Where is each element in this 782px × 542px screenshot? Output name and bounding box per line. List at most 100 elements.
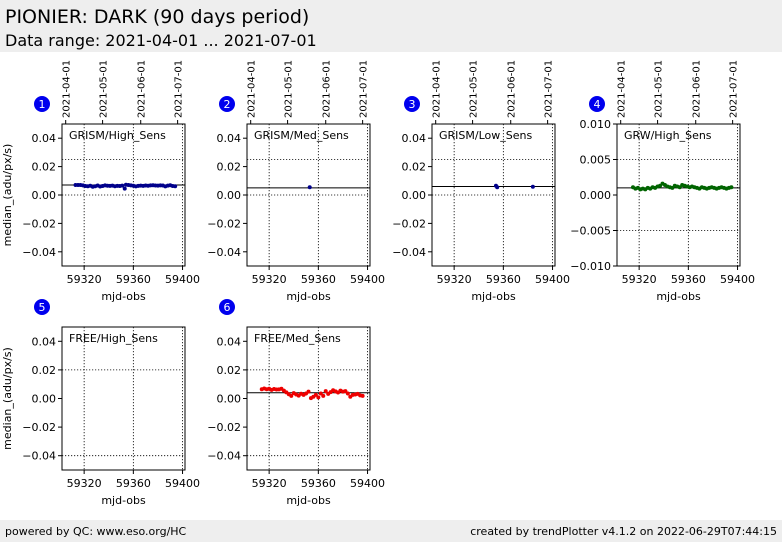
x-tick-label: 59320 (67, 273, 102, 286)
panel-title: GRISM/Low_Sens (439, 129, 532, 142)
data-point (289, 393, 294, 398)
y-tick-label: 0.02 (32, 161, 57, 174)
y-tick-label: 0.04 (32, 335, 57, 348)
panel-badge (34, 96, 50, 112)
date-tick-label: 2021-06-01 (507, 60, 518, 118)
y-tick-label: 0.04 (402, 132, 427, 145)
x-axis-label: mjd-obs (101, 494, 146, 507)
y-tick-label: 0.005 (580, 154, 612, 167)
data-point (306, 389, 311, 394)
y-tick-label: −0.005 (570, 225, 611, 238)
panel-badge (34, 299, 50, 315)
panel-badge-number: 3 (409, 98, 416, 111)
x-axis-label: mjd-obs (471, 290, 516, 303)
y-tick-label: 0.00 (32, 189, 57, 202)
date-tick-label: 2021-05-01 (469, 60, 480, 118)
report-title: PIONIER: DARK (90 days period) (5, 6, 310, 28)
axes-frame (616, 123, 741, 267)
y-tick-label: −0.04 (22, 450, 56, 463)
date-tick-label: 2021-07-01 (174, 60, 185, 118)
y-tick-label: 0.010 (580, 118, 612, 131)
report-date-range: Data range: 2021-04-01 ... 2021-07-01 (5, 31, 317, 50)
y-tick-label: 0.00 (402, 189, 427, 202)
data-point (313, 392, 318, 397)
y-tick-label: 0.04 (32, 132, 57, 145)
date-tick-label: 2021-04-01 (247, 60, 258, 118)
x-tick-label: 59320 (437, 273, 472, 286)
x-tick-label: 59360 (301, 477, 336, 490)
y-tick-label: 0.04 (217, 132, 242, 145)
x-tick-label: 59320 (252, 477, 287, 490)
y-tick-label: −0.04 (392, 246, 426, 259)
x-axis-label: mjd-obs (286, 290, 331, 303)
y-tick-label: 0.02 (217, 364, 242, 377)
y-tick-label: −0.02 (392, 217, 426, 230)
date-tick-label: 2021-04-01 (617, 60, 628, 118)
x-tick-label: 59360 (116, 273, 151, 286)
x-tick-label: 59360 (486, 273, 521, 286)
x-axis-label: mjd-obs (656, 290, 701, 303)
x-tick-label: 59320 (67, 477, 102, 490)
panel-title: FREE/High_Sens (69, 332, 158, 345)
date-tick-label: 2021-06-01 (692, 60, 703, 118)
axes-frame (61, 326, 186, 471)
x-tick-label: 59320 (252, 273, 287, 286)
x-tick-label: 59400 (165, 273, 200, 286)
panel-badge-number: 2 (224, 98, 231, 111)
panel-title: GRW/High_Sens (624, 129, 712, 142)
date-tick-label: 2021-07-01 (729, 60, 740, 118)
panel-3: 59320 59360 59400 0.04 0.02 0.00 −0.02 −0.04 mjd… (392, 60, 570, 303)
panel-6: 59320 59360 59400 0.04 0.02 0.00 −0.02 −0.04 mjd… (207, 299, 385, 507)
data-point (530, 184, 535, 189)
x-tick-label: 59360 (301, 273, 336, 286)
x-tick-label: 59320 (622, 273, 657, 286)
panel-badge-number: 6 (224, 301, 231, 314)
y-tick-label: −0.02 (207, 217, 241, 230)
data-point (495, 185, 500, 190)
report-header: PIONIER: DARK (90 days period) Data rang… (0, 0, 782, 52)
panel-badge (404, 96, 420, 112)
data-point (122, 186, 127, 191)
data-point (729, 185, 734, 190)
x-tick-label: 59400 (535, 273, 570, 286)
x-tick-label: 59400 (350, 273, 385, 286)
axes-frame (246, 326, 371, 471)
y-tick-label: −0.02 (22, 421, 56, 434)
y-tick-label: 0.000 (580, 189, 612, 202)
footer-created-by: created by trendPlotter v4.1.2 on 2022-0… (470, 525, 777, 538)
x-tick-label: 59360 (671, 273, 706, 286)
x-tick-label: 59400 (165, 477, 200, 490)
panel-badge (589, 96, 605, 112)
y-tick-label: 0.02 (402, 161, 427, 174)
date-tick-label: 2021-05-01 (654, 60, 665, 118)
panel-badge-number: 4 (594, 98, 601, 111)
y-tick-label: 0.02 (217, 161, 242, 174)
data-point (321, 393, 326, 398)
y-tick-label: −0.02 (22, 217, 56, 230)
y-tick-label: 0.00 (32, 393, 57, 406)
panel-2: 59320 59360 59400 0.04 0.02 0.00 −0.02 −0.04 mjd… (207, 60, 385, 303)
x-axis-label: mjd-obs (101, 290, 146, 303)
panel-title: GRISM/High_Sens (69, 129, 166, 142)
data-point (120, 183, 125, 188)
panel-badge (219, 96, 235, 112)
data-point (173, 184, 178, 189)
date-tick-label: 2021-06-01 (137, 60, 148, 118)
date-tick-label: 2021-06-01 (322, 60, 333, 118)
panel-title: FREE/Med_Sens (254, 332, 341, 345)
data-point (343, 389, 348, 394)
x-tick-label: 59400 (720, 273, 755, 286)
y-tick-label: −0.04 (207, 246, 241, 259)
x-tick-label: 59400 (350, 477, 385, 490)
y-tick-label: −0.04 (22, 246, 56, 259)
date-tick-label: 2021-07-01 (544, 60, 555, 118)
data-point (318, 391, 323, 396)
panel-badge (219, 299, 235, 315)
panel-4: 59320 59360 59400 0.010 0.005 0.000 −0.005 −0.0… (570, 60, 755, 303)
date-tick-label: 2021-05-01 (99, 60, 110, 118)
panel-badge-number: 1 (39, 98, 46, 111)
y-tick-label: 0.00 (217, 189, 242, 202)
date-tick-label: 2021-04-01 (432, 60, 443, 118)
y-tick-label: 0.04 (217, 335, 242, 348)
panel-title: GRISM/Med_Sens (254, 129, 349, 142)
